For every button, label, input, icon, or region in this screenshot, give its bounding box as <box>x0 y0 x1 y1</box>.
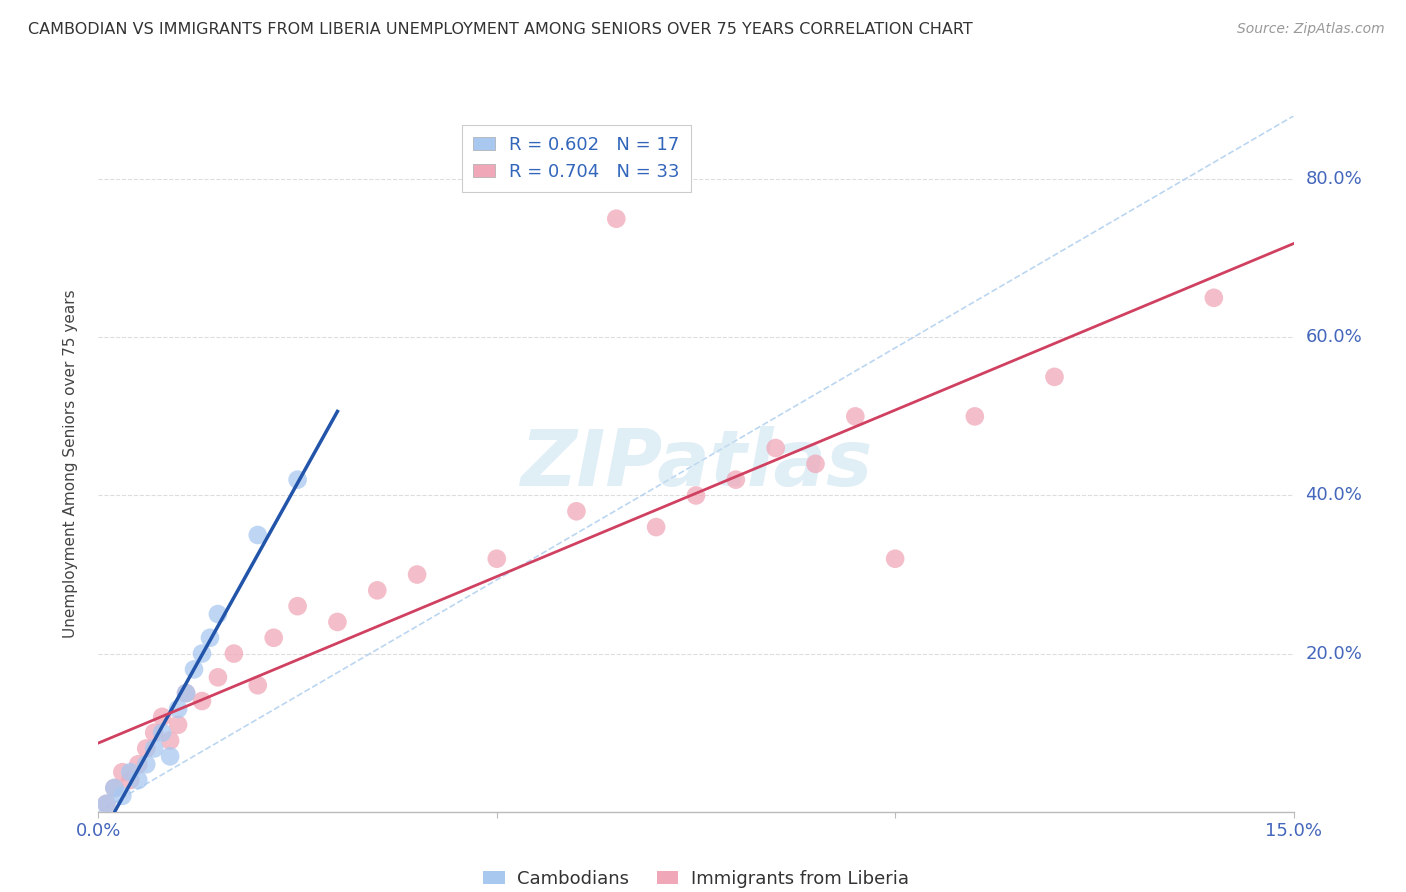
Point <box>120 773 142 788</box>
Point <box>143 741 166 756</box>
Point <box>96 797 118 811</box>
Point <box>1202 291 1225 305</box>
Point <box>804 457 827 471</box>
Point <box>103 780 125 795</box>
Point <box>191 647 214 661</box>
Point <box>135 757 157 772</box>
Point <box>167 717 190 731</box>
Text: 80.0%: 80.0% <box>1305 170 1362 188</box>
Point <box>1043 369 1066 384</box>
Text: 40.0%: 40.0% <box>1305 486 1362 505</box>
Point <box>287 599 309 614</box>
Point <box>191 694 214 708</box>
Point <box>120 765 142 780</box>
Point <box>127 773 149 788</box>
Y-axis label: Unemployment Among Seniors over 75 years: Unemployment Among Seniors over 75 years <box>63 290 77 638</box>
Point <box>287 473 309 487</box>
Point <box>222 647 245 661</box>
Point <box>207 670 229 684</box>
Point <box>645 520 668 534</box>
Point <box>198 631 221 645</box>
Text: ZIPatlas: ZIPatlas <box>520 425 872 502</box>
Point <box>174 686 197 700</box>
Text: Source: ZipAtlas.com: Source: ZipAtlas.com <box>1237 22 1385 37</box>
Point <box>96 797 118 811</box>
Point <box>127 757 149 772</box>
Point <box>150 725 173 739</box>
Point <box>183 662 205 676</box>
Point <box>406 567 429 582</box>
Point <box>159 749 181 764</box>
Point <box>103 780 125 795</box>
Point <box>263 631 285 645</box>
Point <box>485 551 508 566</box>
Point <box>605 211 627 226</box>
Point <box>844 409 866 424</box>
Point <box>207 607 229 621</box>
Point <box>963 409 986 424</box>
Point <box>246 528 269 542</box>
Point <box>366 583 388 598</box>
Point <box>111 765 134 780</box>
Point <box>326 615 349 629</box>
Point <box>565 504 588 518</box>
Point <box>167 702 190 716</box>
Point <box>765 441 787 455</box>
Point <box>174 686 197 700</box>
Point <box>150 710 173 724</box>
Text: 60.0%: 60.0% <box>1305 328 1362 346</box>
Text: 20.0%: 20.0% <box>1305 645 1362 663</box>
Point <box>724 473 747 487</box>
Legend: Cambodians, Immigrants from Liberia: Cambodians, Immigrants from Liberia <box>475 863 917 892</box>
Text: CAMBODIAN VS IMMIGRANTS FROM LIBERIA UNEMPLOYMENT AMONG SENIORS OVER 75 YEARS CO: CAMBODIAN VS IMMIGRANTS FROM LIBERIA UNE… <box>28 22 973 37</box>
Point <box>884 551 907 566</box>
Point <box>143 725 166 739</box>
Point <box>135 741 157 756</box>
Point <box>246 678 269 692</box>
Point <box>685 488 707 502</box>
Point <box>159 733 181 747</box>
Point <box>111 789 134 803</box>
